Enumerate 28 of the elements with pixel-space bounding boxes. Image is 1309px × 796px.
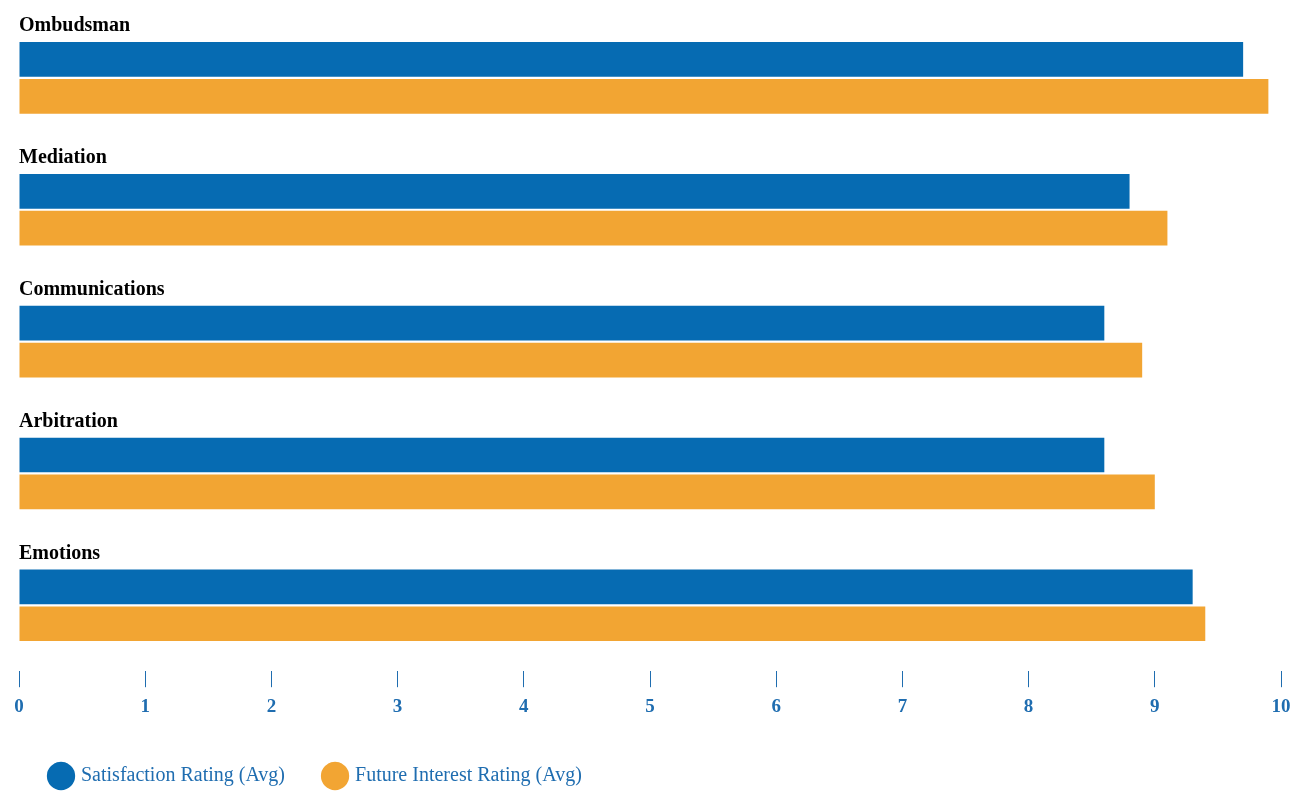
x-tick-label: 8 [1023,694,1034,716]
y-tick-label: Mediation [19,145,107,168]
x-tick-label: 9 [1150,694,1160,716]
x-tick-label: 4 [519,694,530,716]
x-tick-label: 10 [1271,694,1291,716]
legend-label: Future Interest Rating (Avg) [355,763,582,787]
x-tick-label: 7 [897,694,908,716]
y-tick-label: Emotions [19,540,101,563]
x-tick-label: 1 [140,694,150,716]
x-tick-label: 6 [771,694,781,716]
legend-label: Satisfaction Rating (Avg) [81,763,286,787]
bar [19,437,1105,473]
bar [19,305,1105,341]
x-tick-label: 0 [14,694,24,716]
bar [19,42,1244,77]
bar [19,210,1168,246]
x-tick-label: 2 [266,694,277,716]
bar [19,474,1155,510]
bar [19,79,1269,114]
bar [19,569,1193,605]
y-tick-label: Communications [19,276,165,299]
y-tick-label: Ombudsman [19,13,131,36]
bar [19,606,1206,642]
bar [19,173,1130,209]
y-tick-label: Arbitration [19,408,118,431]
x-tick-label: 3 [392,694,403,716]
bar [19,342,1143,378]
x-tick-label: 5 [645,694,655,716]
